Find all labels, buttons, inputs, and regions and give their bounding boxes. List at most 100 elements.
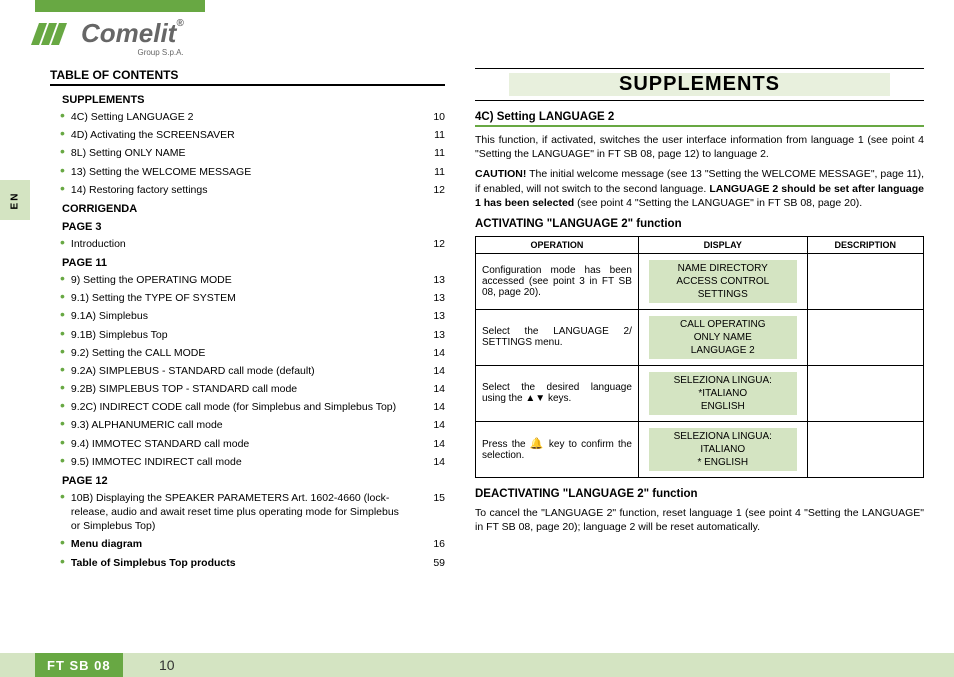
col-operation: OPERATION xyxy=(476,236,639,253)
description-cell xyxy=(807,253,923,309)
toc-item-label: 4D) Activating the SCREENSAVER xyxy=(71,128,235,142)
toc-section-heading: PAGE 3 xyxy=(62,221,445,233)
bullet-icon: • xyxy=(60,146,65,157)
col-display: DISPLAY xyxy=(638,236,807,253)
toc-item: •Introduction12 xyxy=(50,237,445,251)
toc-item-label: 9.2C) INDIRECT CODE call mode (for Simpl… xyxy=(71,400,396,414)
bullet-icon: • xyxy=(60,437,65,448)
toc-item-page: 13 xyxy=(433,273,445,287)
toc-item-page: 14 xyxy=(433,382,445,396)
toc-item-label: 8L) Setting ONLY NAME xyxy=(71,146,186,160)
bullet-icon: • xyxy=(60,346,65,357)
bullet-icon: • xyxy=(60,364,65,375)
toc-item-page: 59 xyxy=(433,556,445,570)
section-4c-p1: This function, if activated, switches th… xyxy=(475,133,924,161)
toc-section-heading: PAGE 12 xyxy=(62,475,445,487)
bullet-icon: • xyxy=(60,291,65,302)
toc-item-page: 10 xyxy=(433,110,445,124)
bullet-icon: • xyxy=(60,455,65,466)
toc-item-page: 14 xyxy=(433,437,445,451)
language-code: EN xyxy=(10,191,21,209)
toc-item: •13) Setting the WELCOME MESSAGE11 xyxy=(50,165,445,179)
toc-item: • 9.2A) SIMPLEBUS - STANDARD call mode (d… xyxy=(50,364,445,378)
toc-item: •9.3) ALPHANUMERIC call mode14 xyxy=(50,418,445,432)
description-cell xyxy=(807,309,923,365)
toc-item: • 9.1) Setting the TYPE OF SYSTEM 13 xyxy=(50,291,445,305)
toc-item: • 9.5) IMMOTEC INDIRECT call mode 14 xyxy=(50,455,445,469)
page-footer: FT SB 08 10 xyxy=(0,653,954,677)
toc-item: •9) Setting the OPERATING MODE13 xyxy=(50,273,445,287)
toc-item-label: 13) Setting the WELCOME MESSAGE xyxy=(71,165,251,179)
footer-doc-id: FT SB 08 xyxy=(35,653,123,677)
section-4c-p2: CAUTION! The initial welcome message (se… xyxy=(475,167,924,210)
toc-section-heading: SUPPLEMENTS xyxy=(62,94,445,106)
toc-item: •Table of Simplebus Top products59 xyxy=(50,556,445,570)
bullet-icon: • xyxy=(60,418,65,429)
toc-item-page: 11 xyxy=(434,165,445,179)
bullet-icon: • xyxy=(60,400,65,411)
display-cell: NAME DIRECTORYACCESS CONTROLSETTINGS xyxy=(638,253,807,309)
brand-logo: Comelit® Group S.p.A. xyxy=(35,18,184,49)
bullet-icon: • xyxy=(60,183,65,194)
toc-item: • 10B) Displaying the SPEAKER PARAMETERS … xyxy=(50,491,445,534)
toc-item: • 9.2C) INDIRECT CODE call mode (for Simp… xyxy=(50,400,445,414)
bullet-icon: • xyxy=(60,309,65,320)
language-tab: EN xyxy=(0,180,30,220)
table-of-contents: TABLE OF CONTENTS SUPPLEMENTS•4C) Settin… xyxy=(50,68,445,643)
toc-item: • 9.2) Setting the CALL MODE 14 xyxy=(50,346,445,360)
toc-item-page: 11 xyxy=(434,128,445,142)
supplements-banner: SUPPLEMENTS xyxy=(475,68,924,101)
toc-item-page: 14 xyxy=(433,364,445,378)
toc-item-label: Menu diagram xyxy=(71,537,142,551)
toc-item-page: 13 xyxy=(433,291,445,305)
display-box: SELEZIONA LINGUA:ITALIANO* ENGLISH xyxy=(649,428,797,471)
section-4c-title: 4C) Setting LANGUAGE 2 xyxy=(475,111,924,127)
toc-item-label: 9.1) Setting the TYPE OF SYSTEM xyxy=(71,291,236,305)
operation-cell: Select the LANGUAGE 2/ SETTINGS menu. xyxy=(476,309,639,365)
toc-item-label: 9.2) Setting the CALL MODE xyxy=(71,346,205,360)
deactivating-text: To cancel the "LANGUAGE 2" function, res… xyxy=(475,506,924,534)
bullet-icon: • xyxy=(60,382,65,393)
toc-item-page: 12 xyxy=(433,183,445,197)
toc-item-page: 15 xyxy=(433,491,445,505)
toc-item: •9.4) IMMOTEC STANDARD call mode14 xyxy=(50,437,445,451)
toc-item-label: 9.2B) SIMPLEBUS TOP - STANDARD call mode xyxy=(71,382,297,396)
toc-section-heading: CORRIGENDA xyxy=(62,203,445,215)
toc-item-page: 11 xyxy=(434,146,445,160)
col-description: DESCRIPTION xyxy=(807,236,923,253)
toc-item-page: 14 xyxy=(433,418,445,432)
display-cell: CALL OPERATINGONLY NAMELANGUAGE 2 xyxy=(638,309,807,365)
activating-heading: ACTIVATING "LANGUAGE 2" function xyxy=(475,218,924,230)
supplements-panel: SUPPLEMENTS 4C) Setting LANGUAGE 2 This … xyxy=(475,68,924,643)
toc-item-page: 13 xyxy=(433,328,445,342)
table-row: Press the 🔔 key to confirm the selection… xyxy=(476,421,924,477)
language2-table: OPERATION DISPLAY DESCRIPTION Configurat… xyxy=(475,236,924,478)
operation-cell: Configuration mode has been accessed (se… xyxy=(476,253,639,309)
table-row: Select the desired language using the ▲▼… xyxy=(476,365,924,421)
toc-item: • 9.1B) Simplebus Top 13 xyxy=(50,328,445,342)
bullet-icon: • xyxy=(60,537,65,548)
toc-item: •14) Restoring factory settings12 xyxy=(50,183,445,197)
toc-item-page: 16 xyxy=(433,537,445,551)
toc-item-label: 9.1B) Simplebus Top xyxy=(71,328,168,342)
toc-item-label: 10B) Displaying the SPEAKER PARAMETERS A… xyxy=(71,491,401,534)
toc-item-label: 9.2A) SIMPLEBUS - STANDARD call mode (de… xyxy=(71,364,315,378)
display-box: SELEZIONA LINGUA:*ITALIANOENGLISH xyxy=(649,372,797,415)
bullet-icon: • xyxy=(60,237,65,248)
toc-item-label: 4C) Setting LANGUAGE 2 xyxy=(71,110,194,124)
bullet-icon: • xyxy=(60,491,65,502)
display-cell: SELEZIONA LINGUA:*ITALIANOENGLISH xyxy=(638,365,807,421)
toc-item-page: 14 xyxy=(433,455,445,469)
toc-item-label: 9) Setting the OPERATING MODE xyxy=(71,273,232,287)
display-box: CALL OPERATINGONLY NAMELANGUAGE 2 xyxy=(649,316,797,359)
toc-item-label: 9.5) IMMOTEC INDIRECT call mode xyxy=(71,455,242,469)
table-row: Select the LANGUAGE 2/ SETTINGS menu.CAL… xyxy=(476,309,924,365)
operation-cell: Select the desired language using the ▲▼… xyxy=(476,365,639,421)
toc-item-page: 13 xyxy=(433,309,445,323)
toc-item-page: 14 xyxy=(433,346,445,360)
brand-name: Comelit® xyxy=(81,18,184,48)
bullet-icon: • xyxy=(60,328,65,339)
brand-subtitle: Group S.p.A. xyxy=(137,48,183,57)
toc-item-label: Introduction xyxy=(71,237,126,251)
toc-item: • 8L) Setting ONLY NAME 11 xyxy=(50,146,445,160)
